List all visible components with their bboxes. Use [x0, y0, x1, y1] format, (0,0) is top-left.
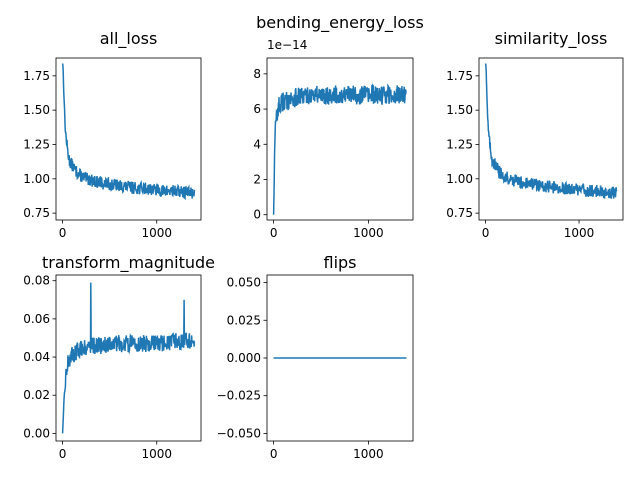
x-tick-label: 1000 [564, 226, 595, 240]
y-tick-label: 0.025 [227, 313, 261, 327]
x-tick-label: 1000 [141, 226, 172, 240]
x-tick-label: 0 [270, 447, 278, 461]
series-line [61, 282, 196, 434]
axis-ticks: −0.050 −0.025 0.000 0.025 0.050 0 1000 [217, 276, 384, 461]
y-tick-label: 1.50 [23, 103, 50, 117]
x-tick-label: 1000 [141, 447, 172, 461]
subplot-title: similarity_loss [495, 29, 608, 49]
subplot-flips: flips −0.050 −0.025 0.000 0.025 0.050 0 1000 [217, 253, 414, 461]
y-axis-offset-text: 1e−14 [267, 38, 307, 52]
y-tick-label: 1.00 [23, 172, 50, 186]
y-tick-label: 4 [253, 137, 261, 151]
x-tick-label: 1000 [353, 226, 384, 240]
y-tick-label: 0.06 [23, 312, 50, 326]
y-tick-label: 1.50 [446, 103, 473, 117]
series-line [272, 83, 407, 215]
y-tick-label: 0.75 [23, 206, 50, 220]
axis-ticks: 0.75 1.00 1.25 1.50 1.75 0 1000 [23, 69, 172, 240]
subplot-title: transform_magnitude [42, 253, 215, 273]
y-tick-label: 1.00 [446, 172, 473, 186]
axis-ticks: 0.00 0.02 0.04 0.06 0.08 0 1000 [23, 274, 172, 461]
y-tick-label: 0.050 [227, 276, 261, 290]
axis-ticks: 0 2 4 6 8 0 1000 [253, 67, 383, 240]
y-tick-label: 1.75 [23, 69, 50, 83]
y-tick-label: 0.04 [23, 350, 50, 364]
subplot-transform-magnitude: transform_magnitude 0.00 0.02 0.04 0.06 0.08… [23, 253, 215, 461]
y-tick-label: 2 [253, 173, 261, 187]
y-tick-label: 0.00 [23, 426, 50, 440]
subplot-title: all_loss [100, 29, 158, 49]
subplot-all-loss: all_loss 0.75 1.00 1.25 1.50 1.75 0 1000 [23, 29, 202, 240]
subplot-bending-energy-loss: bending_energy_loss 1e−14 0 2 4 6 8 0 1000 [253, 13, 423, 240]
y-tick-label: 1.25 [446, 137, 473, 151]
plot-frame [266, 57, 414, 221]
x-tick-label: 0 [59, 447, 67, 461]
y-tick-label: 1.25 [23, 137, 50, 151]
subplot-title: bending_energy_loss [256, 13, 424, 33]
plot-frame [55, 274, 202, 442]
y-tick-label: 0.08 [23, 274, 50, 288]
y-tick-label: 0.000 [227, 351, 261, 365]
y-tick-label: −0.025 [217, 389, 261, 403]
y-tick-label: 6 [253, 102, 261, 116]
axis-ticks: 0.75 1.00 1.25 1.50 1.75 0 1000 [446, 69, 594, 240]
y-tick-label: 8 [253, 67, 261, 81]
x-tick-label: 1000 [353, 447, 384, 461]
series-line [61, 63, 196, 201]
y-tick-label: −0.050 [217, 426, 261, 440]
x-tick-label: 0 [482, 226, 490, 240]
x-tick-label: 0 [270, 226, 278, 240]
x-tick-label: 0 [59, 226, 67, 240]
y-tick-label: 1.75 [446, 69, 473, 83]
y-tick-label: 0 [253, 208, 261, 222]
y-tick-label: 0.02 [23, 388, 50, 402]
subplot-similarity-loss: similarity_loss 0.75 1.00 1.25 1.50 1.75 0 100… [446, 29, 624, 240]
series-line [484, 63, 618, 200]
subplot-title: flips [323, 253, 356, 272]
y-tick-label: 0.75 [446, 206, 473, 220]
